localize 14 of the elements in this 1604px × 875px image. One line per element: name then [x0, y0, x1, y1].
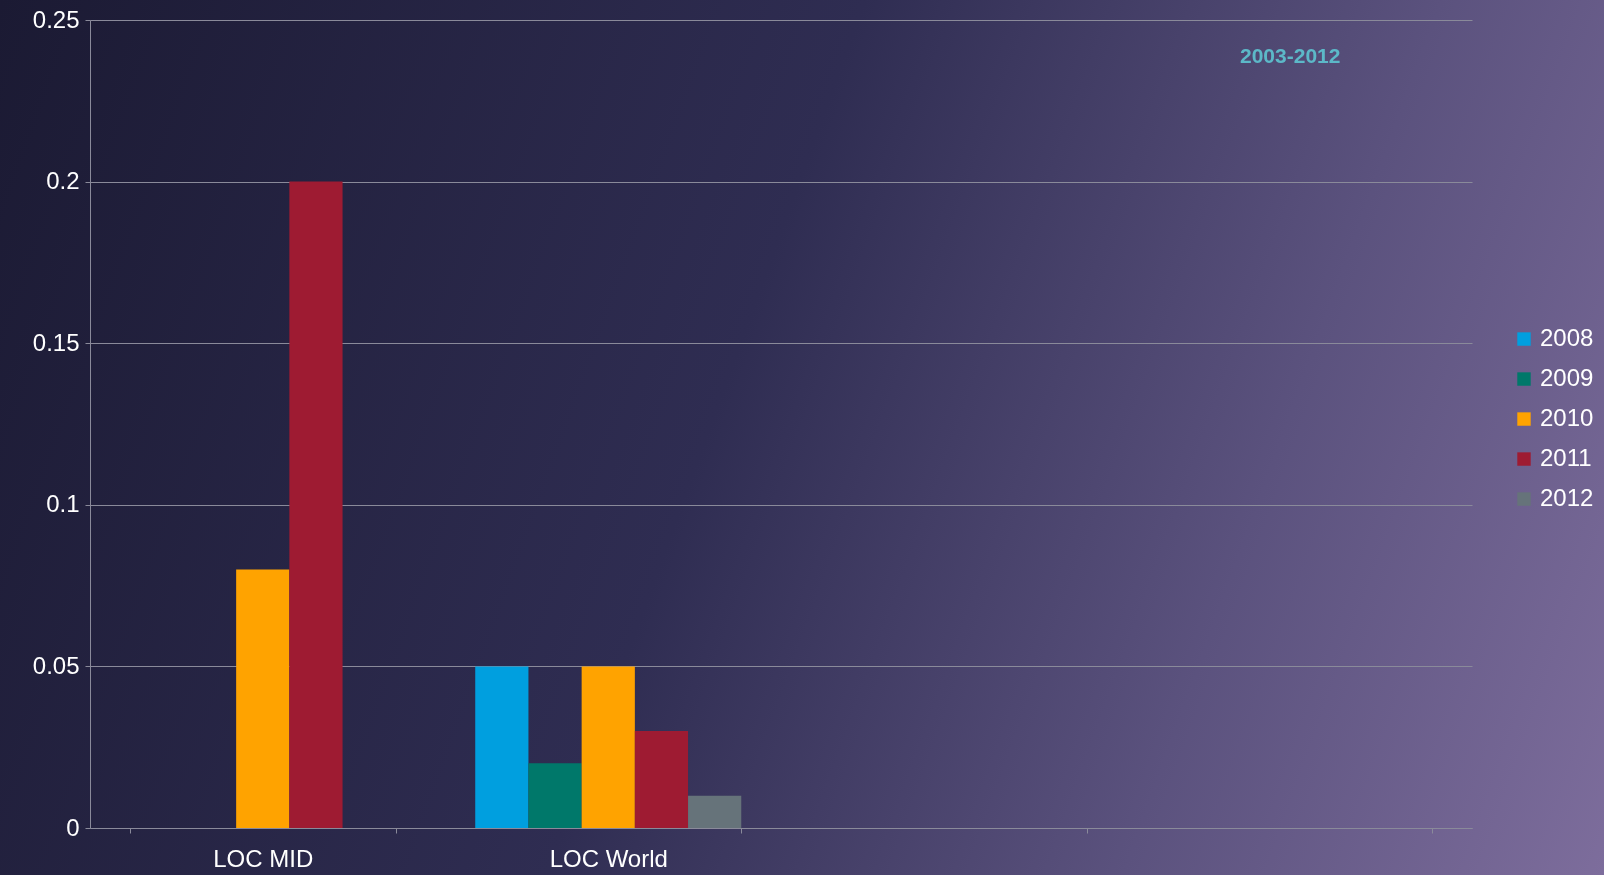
- x-tick-label: LOC World: [549, 844, 668, 872]
- legend-label: 2010: [1540, 404, 1594, 432]
- legend-label: 2012: [1540, 484, 1594, 512]
- y-tick-label: 0.15: [32, 328, 80, 356]
- y-tick-label: 0.2: [46, 167, 80, 195]
- y-tick-label: 0.25: [32, 5, 80, 33]
- y-tick-label: 0: [66, 813, 80, 841]
- x-tick-label: LOC MID: [213, 844, 314, 872]
- annotation: 2003-2012: [1240, 44, 1341, 68]
- legend-label: 2008: [1540, 324, 1594, 352]
- legend-label: 2009: [1540, 364, 1594, 392]
- y-tick-label: 0.1: [46, 490, 80, 518]
- y-tick-label: 0.05: [32, 651, 80, 679]
- legend-label: 2011: [1540, 444, 1592, 472]
